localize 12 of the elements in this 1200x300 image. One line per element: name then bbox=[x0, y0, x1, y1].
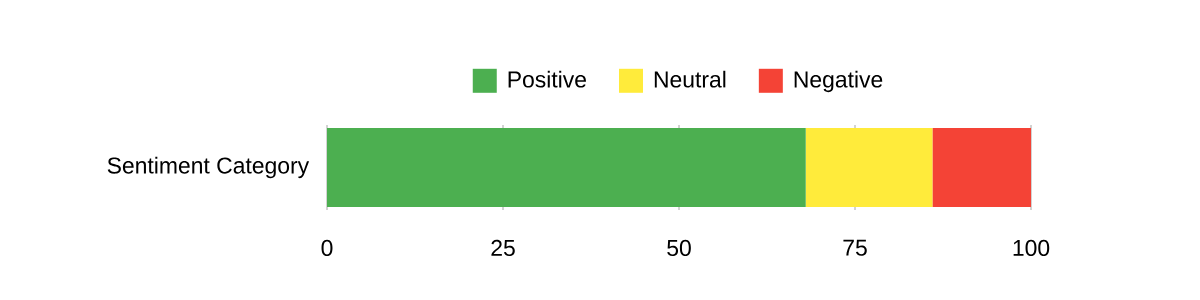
legend-label: Neutral bbox=[654, 70, 726, 88]
bar bbox=[932, 128, 1032, 207]
x-tick-label: 25 bbox=[491, 239, 515, 257]
legend-label: Positive bbox=[508, 70, 586, 88]
legend-label: Negative bbox=[794, 70, 883, 93]
x-tick-label: 50 bbox=[667, 239, 691, 257]
x-tick-label: 0 bbox=[321, 239, 333, 257]
y-tick-label: Sentiment Category bbox=[107, 156, 310, 179]
bar bbox=[805, 128, 933, 207]
bar bbox=[327, 128, 806, 207]
x-tick-label: 100 bbox=[1013, 239, 1050, 257]
x-tick-label: 75 bbox=[843, 239, 867, 256]
